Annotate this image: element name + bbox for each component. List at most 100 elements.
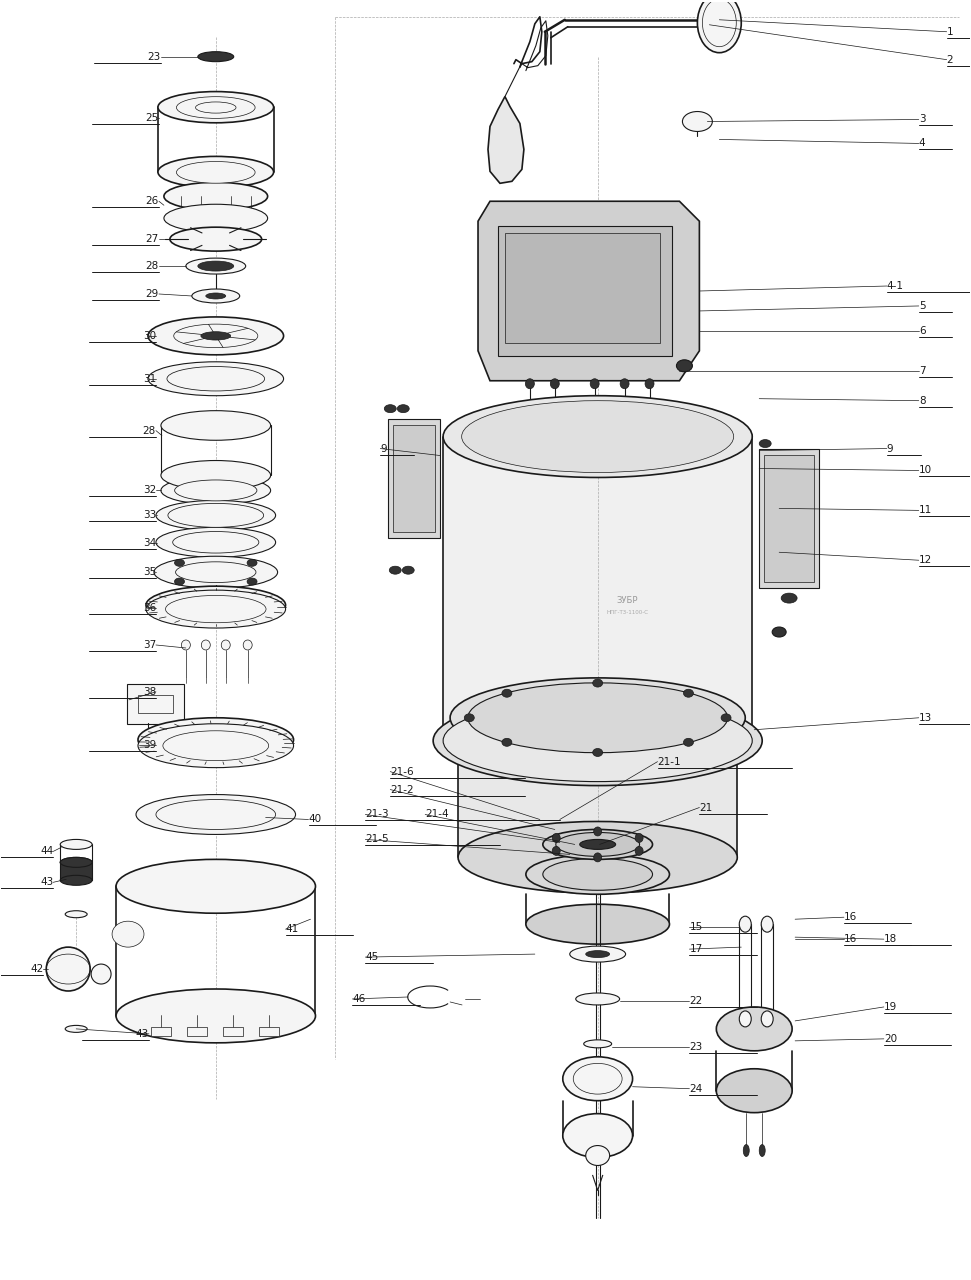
Ellipse shape bbox=[759, 1144, 765, 1157]
Text: 33: 33 bbox=[143, 511, 156, 521]
Ellipse shape bbox=[739, 1011, 752, 1027]
Ellipse shape bbox=[552, 833, 560, 842]
Text: 13: 13 bbox=[919, 713, 932, 723]
Text: 21-2: 21-2 bbox=[390, 785, 414, 795]
Ellipse shape bbox=[451, 678, 746, 758]
Text: 2: 2 bbox=[947, 55, 954, 65]
Ellipse shape bbox=[146, 586, 285, 625]
Ellipse shape bbox=[175, 579, 184, 585]
Ellipse shape bbox=[60, 858, 92, 868]
Ellipse shape bbox=[552, 846, 560, 855]
Ellipse shape bbox=[443, 700, 753, 782]
Ellipse shape bbox=[502, 689, 512, 698]
Ellipse shape bbox=[170, 227, 261, 251]
Ellipse shape bbox=[717, 1069, 792, 1112]
Circle shape bbox=[47, 947, 90, 991]
Bar bbox=[393, 425, 435, 532]
Ellipse shape bbox=[192, 289, 240, 303]
Text: ЗУБР: ЗУБР bbox=[617, 595, 638, 604]
Ellipse shape bbox=[175, 480, 257, 500]
Ellipse shape bbox=[138, 718, 293, 762]
Ellipse shape bbox=[161, 411, 271, 440]
Circle shape bbox=[91, 964, 111, 984]
Text: 35: 35 bbox=[143, 567, 156, 577]
Ellipse shape bbox=[174, 324, 258, 348]
Text: 23: 23 bbox=[689, 1042, 703, 1052]
Ellipse shape bbox=[65, 1025, 87, 1033]
Ellipse shape bbox=[182, 640, 190, 650]
Ellipse shape bbox=[592, 749, 603, 756]
Ellipse shape bbox=[247, 559, 257, 566]
Text: 37: 37 bbox=[143, 640, 156, 650]
Text: 9: 9 bbox=[381, 444, 386, 453]
Bar bbox=[388, 419, 440, 539]
Ellipse shape bbox=[717, 1007, 792, 1051]
Bar bbox=[60, 863, 92, 881]
Ellipse shape bbox=[163, 731, 269, 760]
Text: 38: 38 bbox=[143, 687, 156, 696]
Text: 21-1: 21-1 bbox=[657, 756, 681, 767]
Ellipse shape bbox=[165, 595, 266, 623]
Ellipse shape bbox=[677, 360, 692, 371]
Ellipse shape bbox=[772, 627, 787, 637]
Ellipse shape bbox=[154, 557, 278, 588]
Ellipse shape bbox=[551, 379, 559, 389]
Ellipse shape bbox=[148, 317, 284, 355]
Ellipse shape bbox=[161, 476, 271, 504]
Text: 10: 10 bbox=[919, 466, 932, 475]
Ellipse shape bbox=[156, 500, 276, 530]
Ellipse shape bbox=[247, 579, 257, 585]
Ellipse shape bbox=[635, 846, 643, 855]
Ellipse shape bbox=[526, 904, 669, 945]
Text: НПГ-Т3-1100-С: НПГ-Т3-1100-С bbox=[607, 609, 649, 614]
Ellipse shape bbox=[243, 640, 252, 650]
Ellipse shape bbox=[525, 379, 534, 389]
Ellipse shape bbox=[635, 833, 643, 842]
Bar bbox=[258, 1027, 279, 1036]
Ellipse shape bbox=[576, 993, 619, 1005]
Ellipse shape bbox=[177, 161, 255, 183]
Text: 46: 46 bbox=[352, 995, 366, 1004]
Ellipse shape bbox=[175, 559, 184, 566]
Ellipse shape bbox=[60, 858, 92, 868]
Ellipse shape bbox=[645, 379, 654, 389]
Ellipse shape bbox=[146, 590, 285, 628]
Bar bbox=[505, 233, 659, 343]
Text: 11: 11 bbox=[919, 506, 932, 516]
Ellipse shape bbox=[743, 1144, 750, 1157]
Ellipse shape bbox=[526, 854, 669, 895]
Text: 42: 42 bbox=[30, 964, 44, 974]
Ellipse shape bbox=[168, 503, 264, 527]
Bar bbox=[222, 1027, 243, 1036]
Ellipse shape bbox=[586, 951, 610, 957]
Text: 24: 24 bbox=[689, 1084, 703, 1093]
Text: 40: 40 bbox=[309, 814, 321, 824]
Ellipse shape bbox=[221, 640, 230, 650]
Bar bbox=[759, 448, 820, 588]
Ellipse shape bbox=[167, 366, 264, 390]
Ellipse shape bbox=[156, 527, 276, 557]
Ellipse shape bbox=[206, 293, 225, 300]
Ellipse shape bbox=[198, 261, 234, 271]
Text: 43: 43 bbox=[136, 1029, 149, 1039]
Ellipse shape bbox=[684, 739, 693, 746]
Text: 21-6: 21-6 bbox=[390, 767, 414, 777]
Ellipse shape bbox=[721, 714, 731, 722]
Ellipse shape bbox=[458, 822, 737, 893]
Ellipse shape bbox=[158, 156, 274, 188]
Ellipse shape bbox=[65, 911, 87, 918]
Ellipse shape bbox=[201, 332, 231, 340]
Text: 21-4: 21-4 bbox=[425, 809, 449, 819]
Ellipse shape bbox=[195, 102, 236, 113]
Text: 20: 20 bbox=[884, 1034, 897, 1044]
Ellipse shape bbox=[584, 1039, 612, 1048]
Ellipse shape bbox=[502, 739, 512, 746]
FancyBboxPatch shape bbox=[127, 684, 184, 723]
Text: 28: 28 bbox=[146, 261, 159, 271]
Ellipse shape bbox=[761, 1011, 773, 1027]
Ellipse shape bbox=[136, 795, 295, 835]
Text: 5: 5 bbox=[919, 301, 925, 311]
Ellipse shape bbox=[684, 689, 693, 698]
Text: 26: 26 bbox=[146, 196, 159, 206]
Text: 12: 12 bbox=[919, 556, 932, 566]
